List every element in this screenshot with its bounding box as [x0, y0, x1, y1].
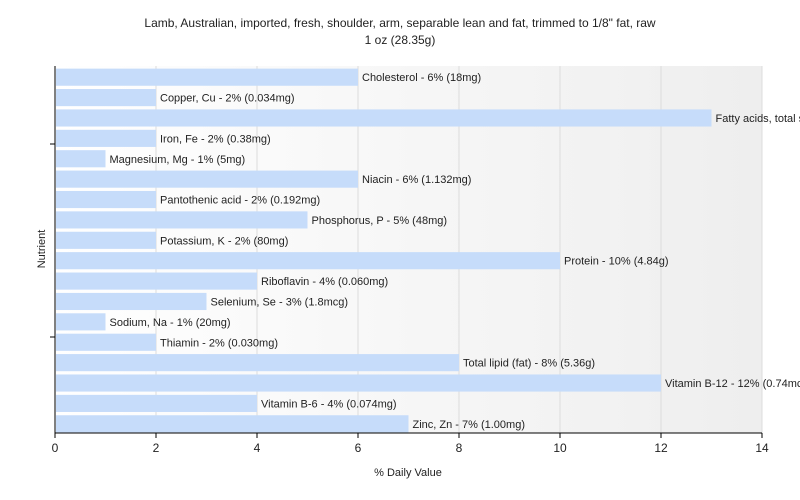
bar [56, 68, 358, 86]
bar-label: Phosphorus, P - 5% (48mg) [312, 215, 448, 227]
x-tick-label: 12 [654, 441, 668, 455]
bar-label: Iron, Fe - 2% (0.38mg) [160, 133, 271, 145]
x-tick-label: 4 [254, 441, 261, 455]
bar-label: Vitamin B-6 - 4% (0.074mg) [261, 398, 397, 410]
bar-label: Cholesterol - 6% (18mg) [362, 72, 481, 84]
bar-label: Niacin - 6% (1.132mg) [362, 174, 471, 186]
x-tick-label: 6 [355, 441, 362, 455]
bar [56, 374, 661, 392]
bar [56, 415, 409, 433]
x-tick-label: 0 [52, 441, 59, 455]
x-tick-label: 10 [553, 441, 567, 455]
bar-label: Pantothenic acid - 2% (0.192mg) [160, 195, 320, 207]
bar-label: Protein - 10% (4.84g) [564, 256, 669, 268]
bar-label: Sodium, Na - 1% (20mg) [110, 317, 231, 329]
bar-label: Magnesium, Mg - 1% (5mg) [110, 154, 246, 166]
bar [56, 313, 106, 331]
bar-label: Riboflavin - 4% (0.060mg) [261, 276, 388, 288]
y-axis-title: Nutrient [36, 230, 48, 269]
bar-label: Zinc, Zn - 7% (1.00mg) [413, 419, 525, 431]
bar [56, 333, 156, 351]
bar-label: Total lipid (fat) - 8% (5.36g) [463, 358, 595, 370]
chart-subtitle: 1 oz (28.35g) [364, 33, 436, 47]
x-axis-title: % Daily Value [374, 467, 442, 479]
x-tick-label: 14 [755, 441, 769, 455]
chart-title: Lamb, Australian, imported, fresh, shoul… [144, 16, 656, 30]
bar [56, 109, 712, 127]
bar [56, 394, 257, 412]
bar [56, 252, 560, 270]
bar-label: Thiamin - 2% (0.030mg) [160, 337, 278, 349]
bar [56, 292, 207, 311]
bar [56, 231, 156, 249]
bar-label: Fatty acids, total saturated - 13% (2.58… [716, 113, 800, 125]
plot-area [55, 66, 762, 433]
bar-label: Vitamin B-12 - 12% (0.74mcg) [665, 378, 800, 390]
bar [56, 272, 257, 290]
bar [56, 89, 156, 107]
bar [56, 150, 106, 168]
bar-label: Selenium, Se - 3% (1.8mcg) [211, 296, 349, 308]
x-tick-label: 8 [456, 441, 463, 455]
bar [56, 211, 308, 229]
bar [56, 190, 156, 209]
bar [56, 129, 156, 147]
bar [56, 354, 459, 372]
bar [56, 170, 358, 188]
x-tick-label: 2 [153, 441, 160, 455]
bar-label: Copper, Cu - 2% (0.034mg) [160, 93, 295, 105]
bar-label: Potassium, K - 2% (80mg) [160, 235, 288, 247]
